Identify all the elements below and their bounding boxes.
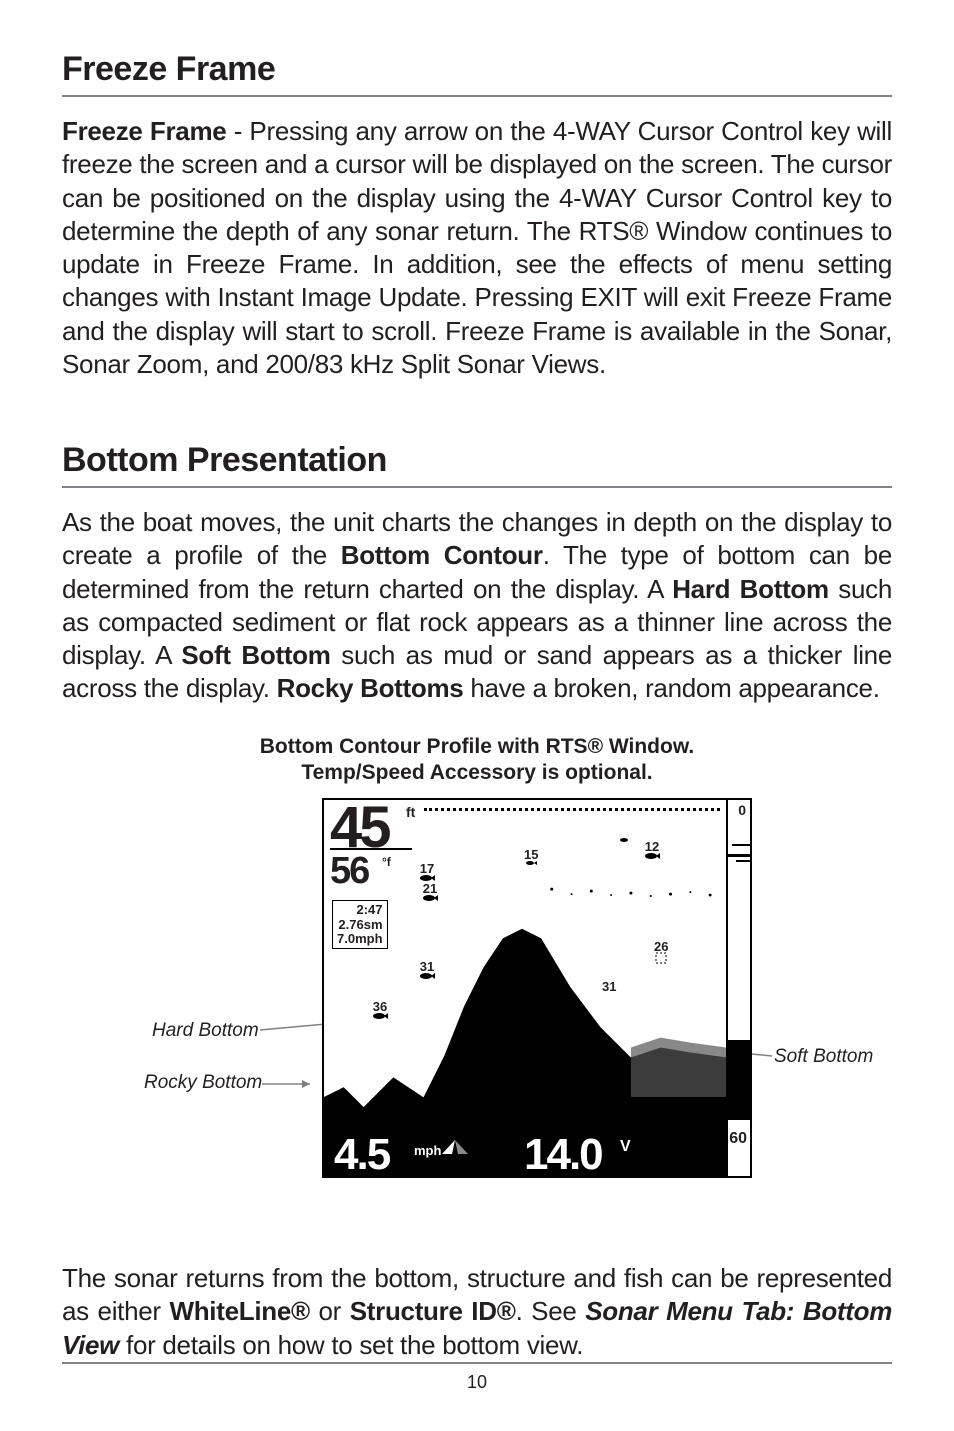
- speed-value: 4.5: [334, 1130, 389, 1178]
- page-number: 10: [62, 1362, 892, 1393]
- rts-mark: [728, 854, 750, 857]
- term-rocky-bottoms: Rocky Bottoms: [277, 673, 464, 703]
- fish-icon: 21: [422, 882, 438, 903]
- page-footer: 10: [62, 1362, 892, 1393]
- fish-icon: 39: [672, 1018, 686, 1031]
- text: or: [310, 1296, 350, 1326]
- fish-icon: [619, 838, 631, 844]
- heading-bottom-presentation: Bottom Presentation: [62, 441, 892, 488]
- lead-freeze-frame: Freeze Frame: [62, 116, 226, 146]
- sonar-screenshot: 45 ft 56 °f 2:47 2.76sm 7.0mph 17 21 15 …: [322, 798, 752, 1178]
- rts-window: 0 60: [726, 800, 750, 1176]
- fish-icon: 12: [644, 840, 660, 861]
- rts-mark: [736, 860, 750, 862]
- arrow-rocky: [262, 1078, 322, 1090]
- term-soft-bottom: Soft Bottom: [181, 640, 330, 670]
- text: . See: [516, 1296, 586, 1326]
- rts-mark: [732, 844, 750, 846]
- spacer: [62, 381, 892, 441]
- label-soft-bottom: Soft Bottom: [774, 1046, 873, 1068]
- time-value: 2:47: [337, 903, 383, 917]
- term-bottom-contour: Bottom Contour: [341, 540, 543, 570]
- figure-caption: Bottom Contour Profile with RTS® Window.…: [62, 734, 892, 787]
- fish-icon: 15: [524, 848, 538, 867]
- fish-icon: 36: [372, 1000, 388, 1021]
- trip-info-box: 2:47 2.76sm 7.0mph: [332, 900, 388, 949]
- depth-unit: ft: [406, 804, 415, 820]
- fish-icon: 36: [664, 995, 678, 1008]
- rts-return: [728, 1040, 750, 1120]
- term-hard-bottom: Hard Bottom: [672, 574, 829, 604]
- heading-icon: [442, 1140, 468, 1154]
- rts-bottom-scale: 60: [729, 1130, 747, 1148]
- fish-icon: 26: [654, 940, 668, 965]
- rts-top-scale: 0: [738, 802, 746, 818]
- label-rocky-bottom: Rocky Bottom: [144, 1072, 262, 1094]
- caption-line1: Bottom Contour Profile with RTS® Window.: [260, 735, 694, 758]
- distance-value: 2.76sm: [337, 918, 383, 932]
- para-whiteline: The sonar returns from the bottom, struc…: [62, 1262, 892, 1362]
- body-freeze-frame: - Pressing any arrow on the 4-WAY Cursor…: [62, 116, 892, 379]
- term-structure-id: Structure ID®: [350, 1296, 516, 1326]
- fish-icon: 31: [419, 960, 435, 981]
- surface-line: [424, 808, 720, 814]
- voltage-value: 14.0: [524, 1130, 602, 1178]
- text: for details on how to set the bottom vie…: [119, 1330, 583, 1360]
- caption-line2: Temp/Speed Accessory is optional.: [301, 761, 652, 784]
- para-bottom-presentation: As the boat moves, the unit charts the c…: [62, 506, 892, 706]
- figure-wrap: Hard Bottom Rocky Bottom Soft Bottom: [62, 798, 892, 1218]
- voltage-unit: V: [620, 1138, 631, 1156]
- speed-unit: mph: [414, 1143, 441, 1158]
- label-hard-bottom: Hard Bottom: [152, 1020, 259, 1042]
- temp-unit: °f: [382, 855, 391, 869]
- fish-icon: 17: [419, 862, 435, 883]
- speed-small-value: 7.0mph: [337, 932, 383, 946]
- text: have a broken, random appearance.: [463, 673, 879, 703]
- term-whiteline: WhiteLine®: [169, 1296, 309, 1326]
- heading-freeze-frame: Freeze Frame: [62, 50, 892, 97]
- fish-icon: 31: [602, 980, 616, 993]
- temp-value: 56: [330, 850, 368, 893]
- para-freeze-frame: Freeze Frame - Pressing any arrow on the…: [62, 115, 892, 381]
